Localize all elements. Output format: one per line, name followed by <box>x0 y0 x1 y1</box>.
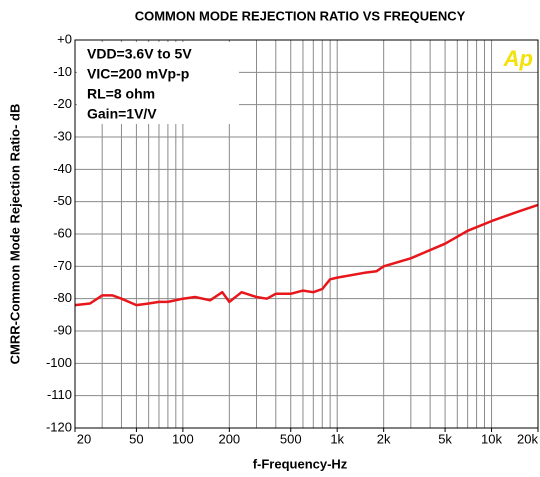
y-tick-label: -60 <box>53 225 72 240</box>
x-tick-label: 200 <box>218 431 240 446</box>
x-tick-label: 100 <box>172 431 194 446</box>
x-axis-label: f-Frequency-Hz <box>253 456 348 471</box>
logo: Ap <box>503 46 533 71</box>
annotation: VDD=3.6V to 5V <box>87 46 192 62</box>
y-tick-label: +0 <box>57 31 72 46</box>
y-tick-label: -40 <box>53 161 72 176</box>
y-tick-label: -110 <box>47 387 72 402</box>
x-tick-label: 20 <box>77 431 91 446</box>
data-line <box>74 203 539 307</box>
chart-title: COMMON MODE REJECTION RATIO VS FREQUENCY <box>135 8 466 23</box>
y-tick-label: -10 <box>53 64 72 79</box>
y-axis-label: CMRR-Common Mode Rejection Ratio- dB <box>7 104 22 365</box>
plot <box>74 203 539 307</box>
annotation: RL=8 ohm <box>87 86 155 102</box>
x-tick-label: 20k <box>517 431 538 446</box>
x-tick-label: 2k <box>377 431 391 446</box>
annotation-box <box>77 42 239 124</box>
y-tick-label: -120 <box>46 419 72 434</box>
y-tick-label: -90 <box>53 322 72 337</box>
annotation: VIC=200 mVp-p <box>87 66 189 82</box>
y-tick-label: -100 <box>46 355 72 370</box>
x-tick-label: 50 <box>129 431 143 446</box>
y-tick-label: -80 <box>53 290 72 305</box>
x-tick-label: 1k <box>330 431 344 446</box>
y-tick-label: -70 <box>53 258 72 273</box>
y-tick-label: -20 <box>53 96 72 111</box>
plot-frame <box>74 39 539 429</box>
x-tick-label: 5k <box>438 431 452 446</box>
x-tick-label: 500 <box>280 431 302 446</box>
annotation: Gain=1V/V <box>87 106 157 122</box>
y-tick-label: -30 <box>53 128 72 143</box>
x-tick-label: 10k <box>481 431 502 446</box>
y-tick-label: -50 <box>53 193 72 208</box>
